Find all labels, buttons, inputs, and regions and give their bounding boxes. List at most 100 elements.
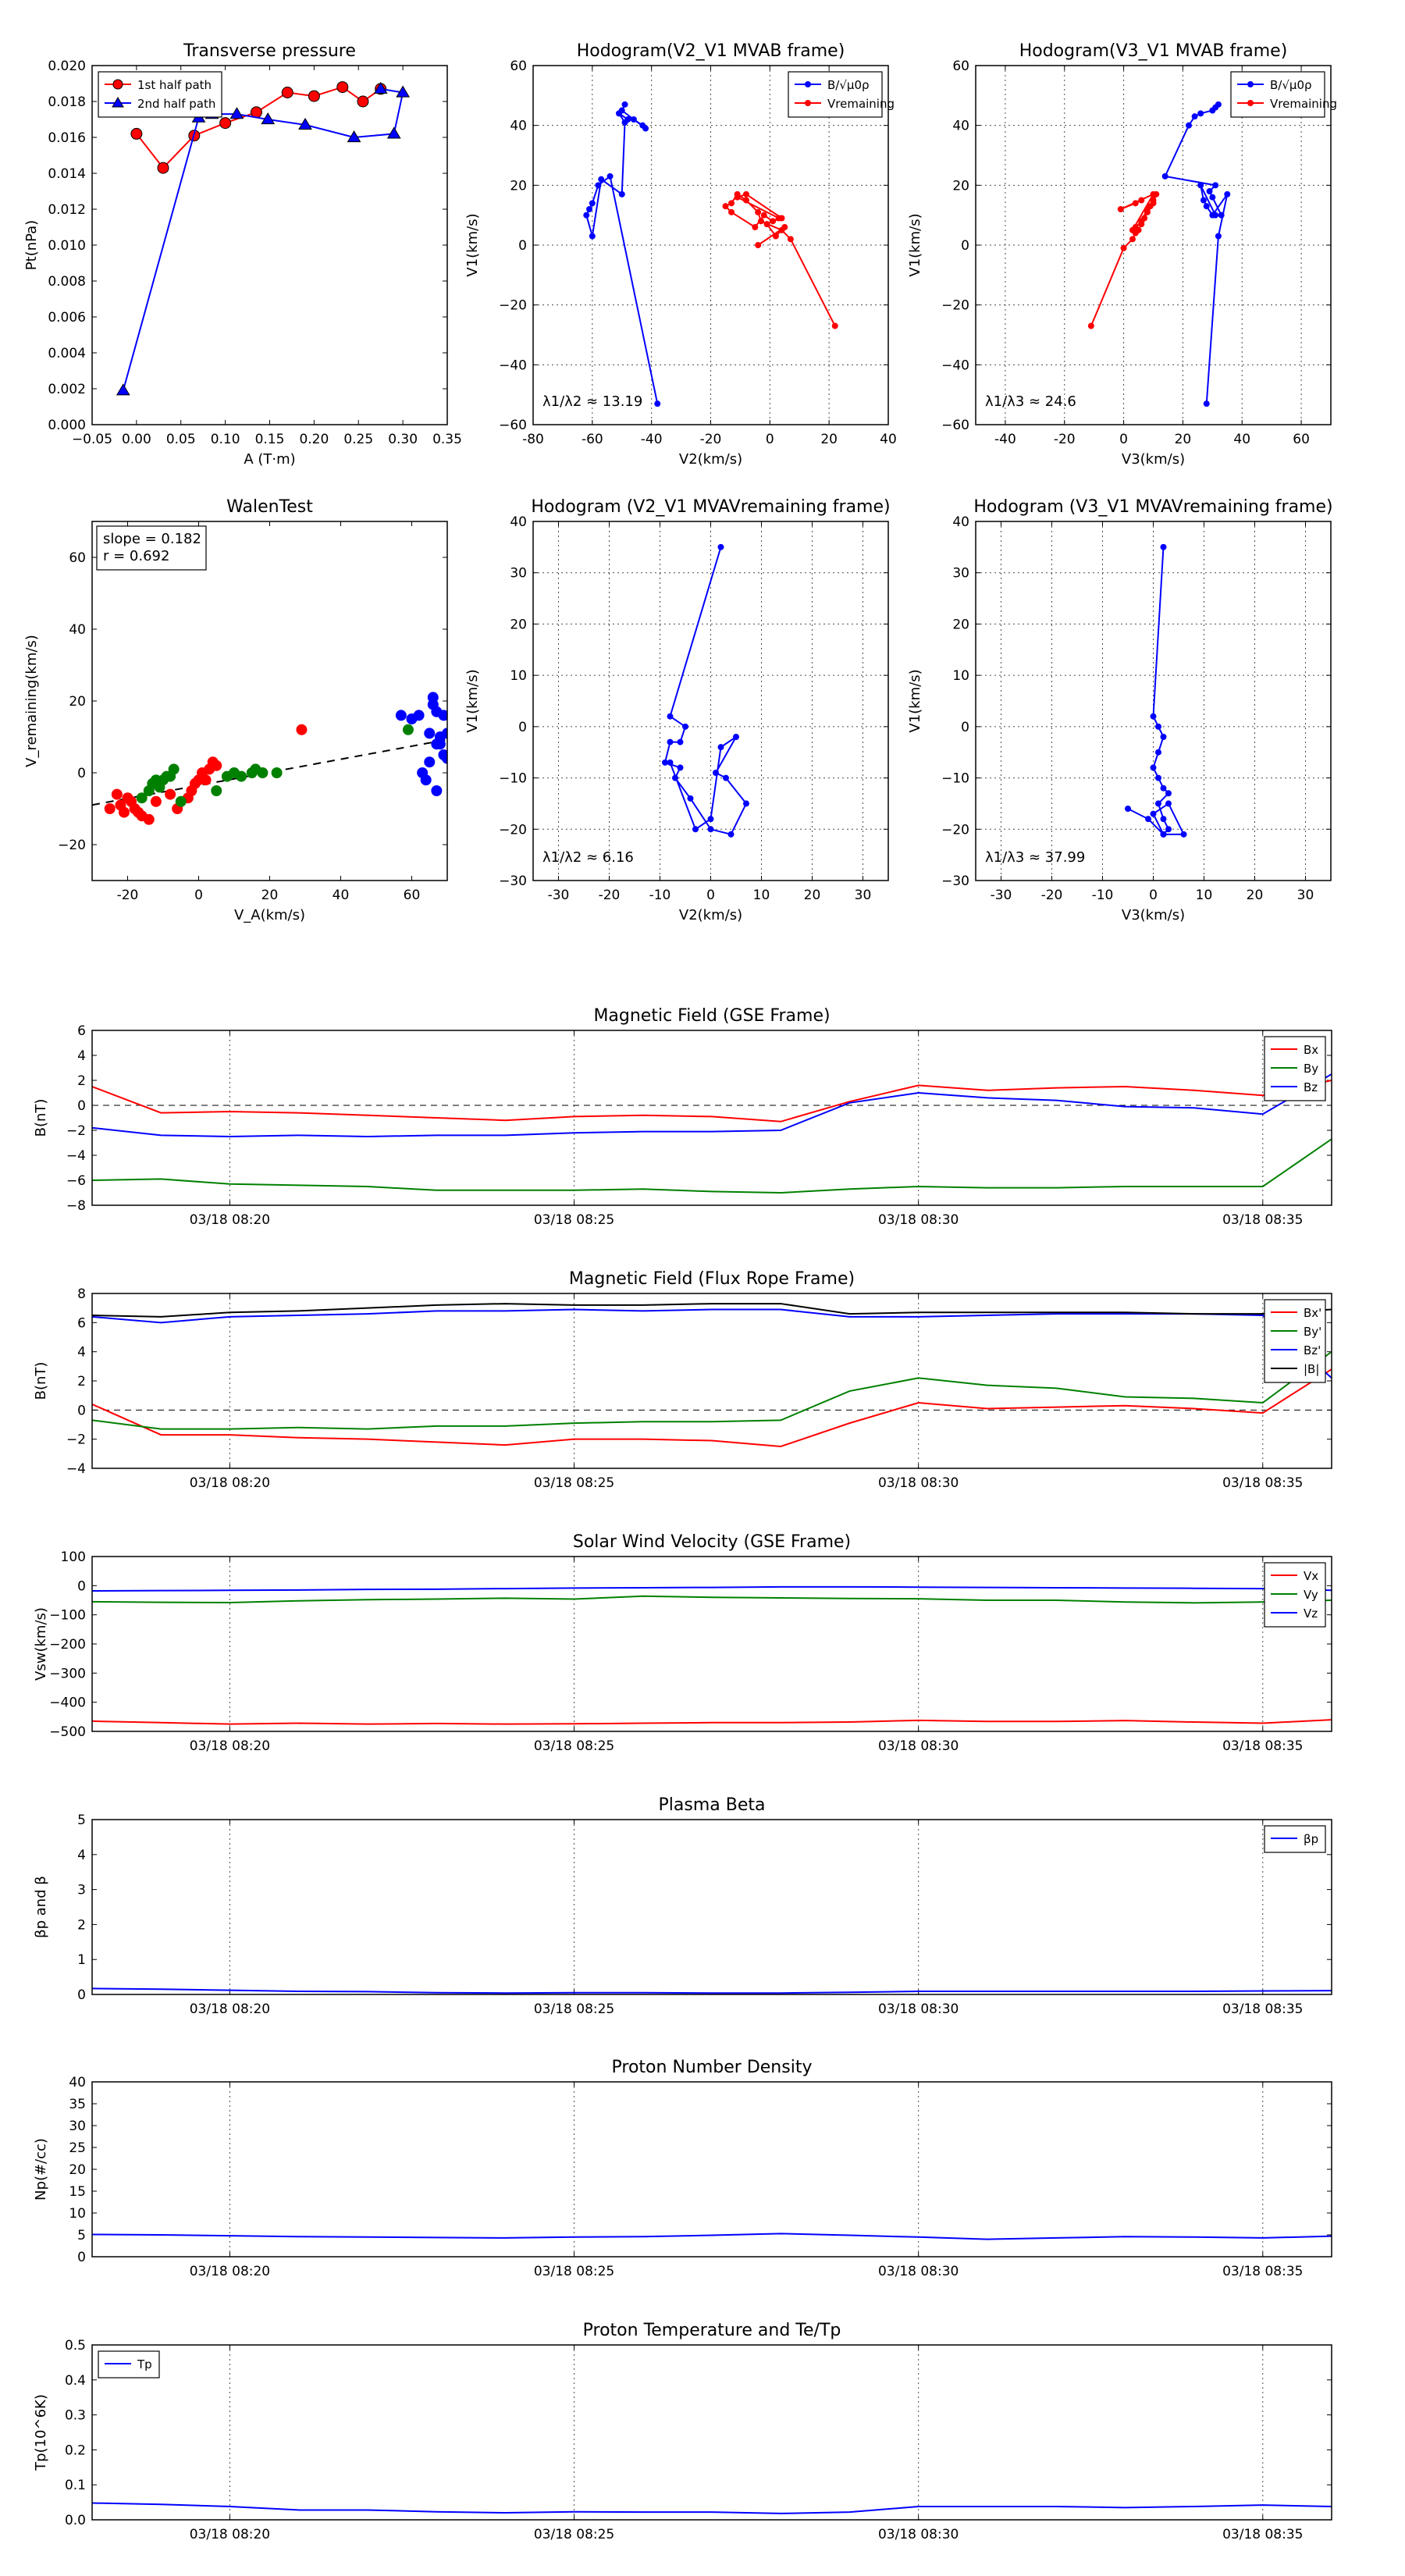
- y-tick-label: 6: [77, 1023, 86, 1039]
- plot-area: [662, 543, 749, 838]
- series-2-point: [438, 710, 447, 721]
- y-tick-label: 4: [77, 1848, 86, 1863]
- series-2nd-half-path-point: [116, 383, 130, 396]
- y-tick-label: 60: [952, 59, 969, 74]
- y-axis-label: Np(#/cc): [33, 2138, 49, 2201]
- series-1st-half-path-point: [336, 81, 349, 94]
- x-tick-label: 0.10: [211, 432, 240, 447]
- series-b-0--point: [1206, 188, 1213, 194]
- x-tick-label: -20: [117, 888, 139, 903]
- x-tick-label: 0: [766, 432, 774, 447]
- plot-area: [92, 692, 447, 825]
- series-0-point: [723, 774, 729, 781]
- series-b-0--point: [1197, 182, 1204, 189]
- y-tick-label: 0.016: [48, 130, 86, 146]
- series-0-point: [104, 803, 116, 814]
- axis-ticks: -30 -20 -10 0 10 20 30 −30 −20 −10 0 10 20 30 40: [499, 514, 888, 903]
- y-tick-label: 0: [77, 1403, 86, 1418]
- y-tick-label: 0: [961, 238, 969, 254]
- y-axis-label: Vsw(km/s): [33, 1607, 49, 1681]
- x-tick-label: 03/18 08:30: [878, 2264, 959, 2279]
- y-tick-label: 20: [69, 2162, 86, 2178]
- y-tick-label: −500: [49, 1724, 86, 1740]
- y-tick-label: 35: [69, 2097, 86, 2112]
- y-tick-label: −4: [66, 1461, 86, 1477]
- series-0-point: [692, 826, 699, 833]
- series-b-0--point: [589, 200, 596, 207]
- x-tick-label: 0.35: [432, 432, 462, 447]
- legend-frame: [788, 71, 883, 118]
- legend-label: |B|: [1304, 1362, 1319, 1376]
- axis-ticks: -40 -20 0 20 40 60 −60 −40 −20 0 20 40 60: [941, 59, 1331, 447]
- series-vremaining-point: [1144, 206, 1151, 212]
- plot-frame: [975, 521, 1332, 881]
- plot-frame: [91, 1030, 1332, 1206]
- series-vremaining-point: [755, 242, 762, 248]
- series-b-0--point: [1191, 113, 1198, 120]
- series-0-point: [667, 713, 674, 720]
- x-tick-label: -80: [522, 432, 544, 447]
- plot-frame: [91, 521, 448, 881]
- y-tick-label: −300: [49, 1666, 86, 1681]
- panel-hodo_v3v1: Hodogram(V3_V1 MVAB frame) -40 -20 0 20 40 60 −…: [907, 41, 1337, 468]
- series-1st-half-path-point: [281, 87, 293, 98]
- series-0-point: [111, 788, 123, 800]
- y-tick-label: −2: [66, 1123, 86, 1139]
- plot-frame: [91, 1819, 1332, 1995]
- grid-lines: [229, 2082, 1264, 2257]
- series-2-point: [431, 785, 443, 796]
- x-tick-label: 03/18 08:25: [534, 2001, 614, 2017]
- plot-annotation: λ1/λ2 ≈ 6.16: [542, 849, 634, 866]
- x-tick-label: 03/18 08:30: [878, 1212, 959, 1228]
- series-0-point: [1155, 800, 1161, 807]
- axis-ticks: 03/18 08:20 03/18 08:25 03/18 08:30 03/18 0…: [66, 1286, 1332, 1491]
- series-2nd-half-path-point: [229, 107, 244, 119]
- x-tick-label: 0.15: [255, 432, 285, 447]
- x-tick-label: -40: [994, 432, 1016, 447]
- series-vremaining-point: [1129, 226, 1136, 233]
- series-vremaining-line: [724, 193, 836, 326]
- series--p-line: [92, 1987, 1332, 1994]
- series-vremaining-point: [1150, 190, 1157, 197]
- series-0-point: [150, 795, 162, 807]
- series-0-point: [1155, 723, 1161, 730]
- series-vremaining-point: [757, 218, 764, 225]
- x-tick-label: 20: [820, 432, 838, 447]
- series-b-0--point: [618, 190, 625, 197]
- y-tick-label: 0: [77, 766, 86, 781]
- legend-marker: [1247, 81, 1254, 87]
- y-tick-label: 0.1: [65, 2478, 86, 2493]
- x-tick-label: 0.30: [388, 432, 418, 447]
- series-1-point: [136, 792, 148, 804]
- legend-label: B/√μ0ρ: [1270, 78, 1312, 92]
- grid-lines: [229, 1030, 1264, 1205]
- plot-area: [92, 2502, 1332, 2514]
- y-tick-label: −2: [66, 1432, 86, 1448]
- series-1-point: [271, 767, 283, 778]
- y-tick-label: 40: [952, 119, 969, 134]
- series-0-point: [713, 770, 719, 776]
- y-tick-label: 0.002: [48, 382, 86, 397]
- legend-marker: [1247, 100, 1254, 106]
- plot-area: [92, 1585, 1332, 1725]
- legend-marker: [112, 79, 123, 90]
- series-vremaining-point: [760, 212, 767, 219]
- y-axis-label: V1(km/s): [464, 669, 481, 732]
- y-tick-label: 0: [77, 2250, 86, 2265]
- series-2nd-half-path-point: [386, 126, 401, 139]
- series-0-point: [717, 744, 724, 751]
- series-0-point: [200, 774, 212, 786]
- y-axis-label: V1(km/s): [464, 213, 481, 276]
- series-b-0--point: [586, 206, 593, 212]
- series-vremaining-point: [728, 208, 735, 215]
- plot-area: [92, 1073, 1332, 1194]
- series-b-0--line: [1164, 104, 1229, 404]
- series-b-0--point: [589, 233, 596, 240]
- x-tick-label: 20: [1175, 432, 1192, 447]
- series-2-point: [395, 710, 407, 721]
- chart-title: Plasma Beta: [659, 1795, 766, 1815]
- series-bz-line: [92, 1073, 1332, 1138]
- plot-frame: [532, 521, 889, 881]
- series-b-0--point: [1161, 173, 1168, 180]
- y-tick-label: −20: [499, 298, 527, 314]
